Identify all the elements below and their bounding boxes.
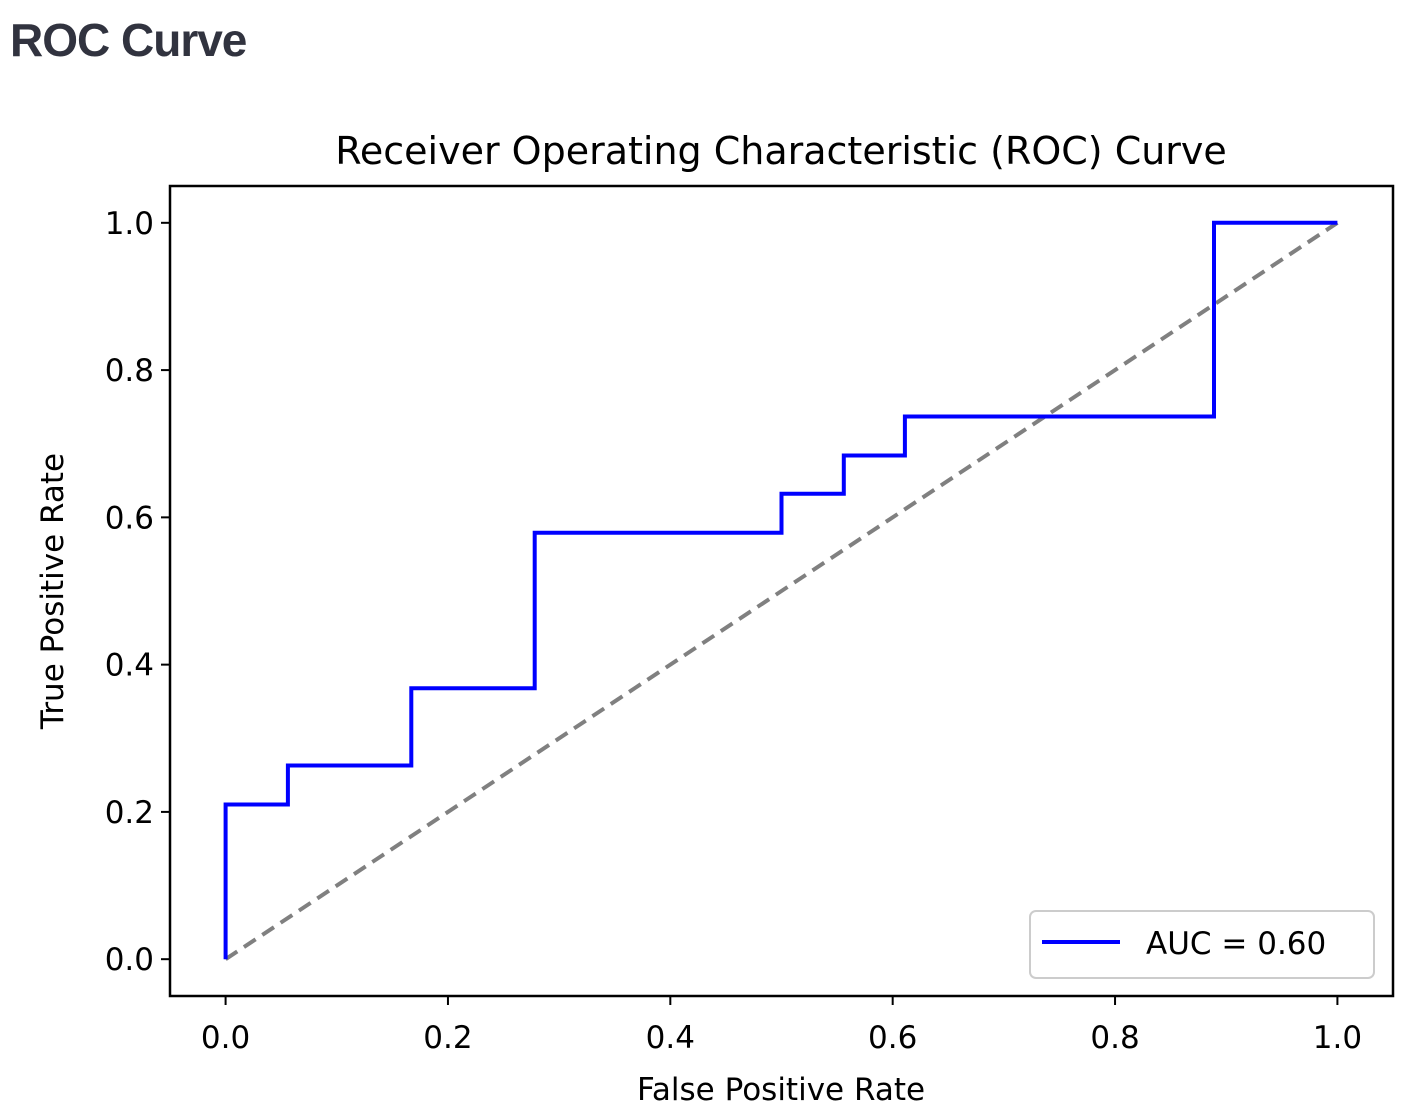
y-tick-label: 0.0	[105, 942, 154, 978]
roc-curve-line	[223, 220, 1338, 960]
x-axis-label: False Positive Rate	[637, 1072, 925, 1108]
x-tick-label: 1.0	[1313, 1020, 1362, 1056]
y-axis-label: True Positive Rate	[35, 453, 71, 730]
y-tick-label: 0.4	[105, 648, 154, 684]
legend: AUC = 0.60	[1029, 910, 1375, 979]
y-axis: 0.0 0.2 0.4 0.6 0.8 1.0	[105, 206, 170, 978]
x-tick-label: 0.0	[201, 1020, 250, 1056]
chart-title: Receiver Operating Characteristic (ROC) …	[335, 129, 1227, 173]
chance-line	[224, 221, 1339, 961]
y-tick-label: 0.2	[105, 795, 154, 831]
y-tick-label: 1.0	[105, 206, 154, 242]
y-tick-label: 0.6	[105, 500, 154, 536]
plot-frame	[168, 184, 1395, 998]
plot-series	[223, 220, 1339, 961]
x-tick-label: 0.6	[868, 1020, 917, 1056]
legend-label: AUC = 0.60	[1146, 926, 1326, 962]
page-title: ROC Curve	[10, 14, 247, 66]
legend-box	[1029, 910, 1375, 979]
x-axis: 0.0 0.2 0.4 0.6 0.8 1.0	[201, 996, 1362, 1056]
x-tick-label: 0.8	[1090, 1020, 1139, 1056]
x-tick-label: 0.2	[423, 1020, 472, 1056]
x-tick-label: 0.4	[646, 1020, 695, 1056]
y-tick-label: 0.8	[105, 353, 154, 389]
